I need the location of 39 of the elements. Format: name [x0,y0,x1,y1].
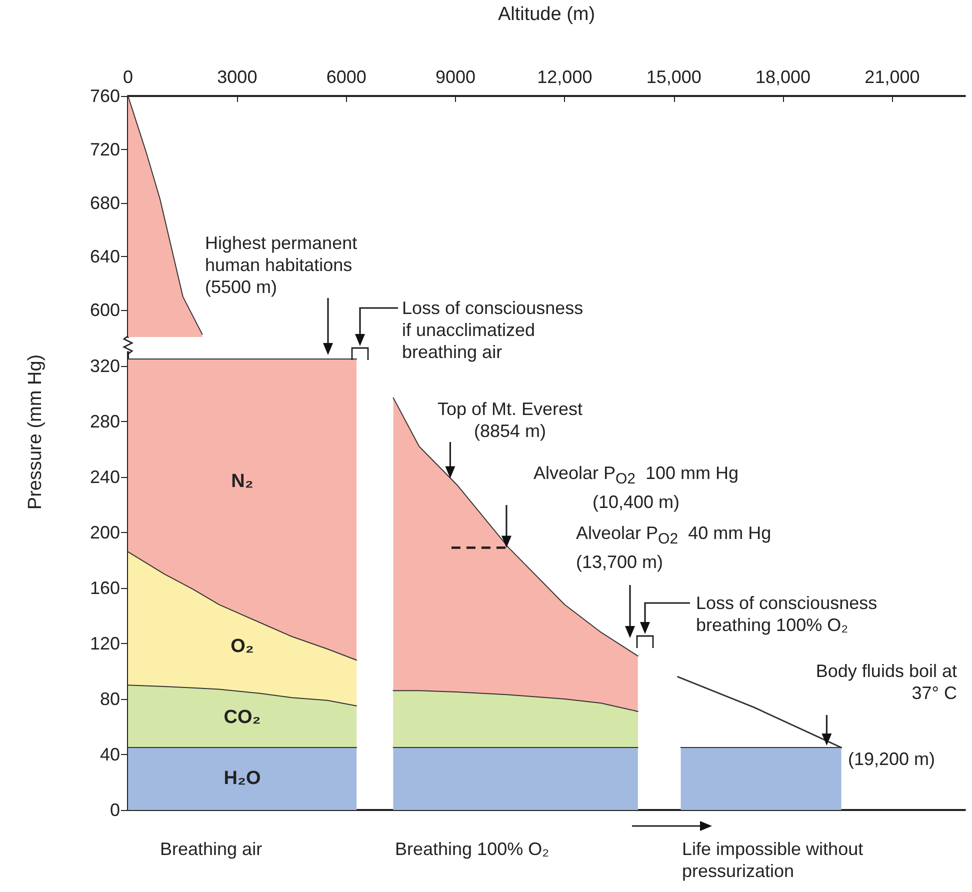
text: Breathing air [160,838,262,860]
annotation: Top of Mt. Everest (8854 m) [436,398,584,442]
x-axis-title: Altitude (m) [498,4,596,25]
text: Alveolar P$_{O2}$ 40 mm Hg (13,700 m) [576,523,772,572]
y-tick-label: 320 [90,356,120,376]
annotation: Alveolar P$_{O2}$ 100 mm Hg (10,400 m) [532,462,740,513]
y-tick-label: 160 [90,578,120,598]
x-tick-label: 6000 [326,67,366,87]
x-tick-label: 0 [122,67,134,87]
y-tick-label: 240 [90,466,120,487]
x-tick-label: 15,000 [646,67,702,87]
x-tick-label: 21,000 [864,67,920,87]
text: Breathing 100% O₂ [395,838,550,860]
y-tick-label: 40 [100,744,120,764]
annotation: Loss of consciousness if unacclimatized breathing air [402,297,584,363]
x-tick-label: 3000 [217,67,258,87]
series-label: H₂O [224,768,261,790]
y-axis-title: Pressure (mm Hg) [25,354,47,510]
y-tick-label: 720 [90,140,120,160]
x-tick-label: 9000 [436,67,476,87]
series-label: CO₂ [224,707,261,730]
annotation: Body fluids boil at 37° C [814,660,957,704]
x-tick-label: 12,000 [537,67,592,87]
series-label: O₂ [230,636,254,658]
annotation: Highest permanent human habitations (5500 m) [205,232,358,298]
y-tick-label: 0 [110,800,120,820]
x-tick-label: 18,000 [756,67,811,87]
text: Life impossible without pressurization [682,838,864,882]
y-tick-label: 280 [90,411,120,432]
y-tick-label: 760 [90,86,120,106]
y-tick-label: 80 [100,688,120,709]
annotation: Loss of consciousness breathing 100% O₂ [696,592,878,636]
y-tick-label: 120 [90,633,120,654]
series-label: N₂ [231,470,254,493]
annotation: (19,200 m) [848,748,936,770]
y-tick-label: 640 [90,246,120,267]
y-tick-label: 680 [90,193,120,214]
y-tick-label: 600 [90,300,120,320]
y-tick-label: 200 [90,522,120,542]
